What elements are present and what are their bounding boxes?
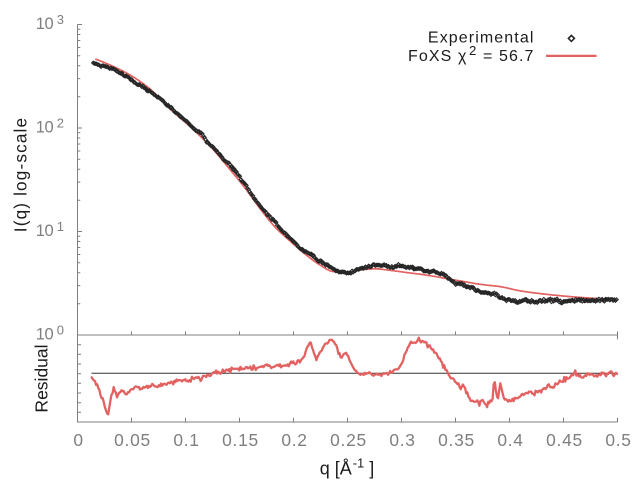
svg-text:2: 2 — [57, 116, 64, 131]
svg-text:0.5: 0.5 — [605, 430, 631, 450]
svg-text:10: 10 — [36, 119, 54, 137]
svg-text:0.35: 0.35 — [438, 430, 475, 450]
svg-text:1: 1 — [57, 219, 64, 234]
svg-text:q [Å-1 ]: q [Å-1 ] — [320, 456, 375, 479]
svg-text:0.1: 0.1 — [173, 430, 199, 450]
svg-text:0: 0 — [57, 323, 64, 338]
svg-text:I(q) log-scale: I(q) log-scale — [11, 117, 31, 232]
svg-text:Residual: Residual — [32, 344, 52, 412]
svg-text:0.4: 0.4 — [497, 430, 523, 450]
svg-text:Experimental: Experimental — [428, 29, 535, 46]
svg-text:0.45: 0.45 — [546, 430, 583, 450]
svg-text:10: 10 — [36, 15, 54, 33]
svg-text:0.2: 0.2 — [281, 430, 307, 450]
svg-text:0.15: 0.15 — [222, 430, 259, 450]
svg-text:0.25: 0.25 — [330, 430, 367, 450]
svg-text:3: 3 — [57, 12, 64, 27]
svg-text:0: 0 — [73, 430, 83, 450]
svg-text:FoXS χ2 = 56.7: FoXS χ2 = 56.7 — [408, 43, 534, 65]
svg-text:10: 10 — [36, 222, 54, 240]
svg-text:0.05: 0.05 — [114, 430, 151, 450]
svg-text:0.3: 0.3 — [389, 430, 415, 450]
svg-text:10: 10 — [36, 326, 54, 344]
